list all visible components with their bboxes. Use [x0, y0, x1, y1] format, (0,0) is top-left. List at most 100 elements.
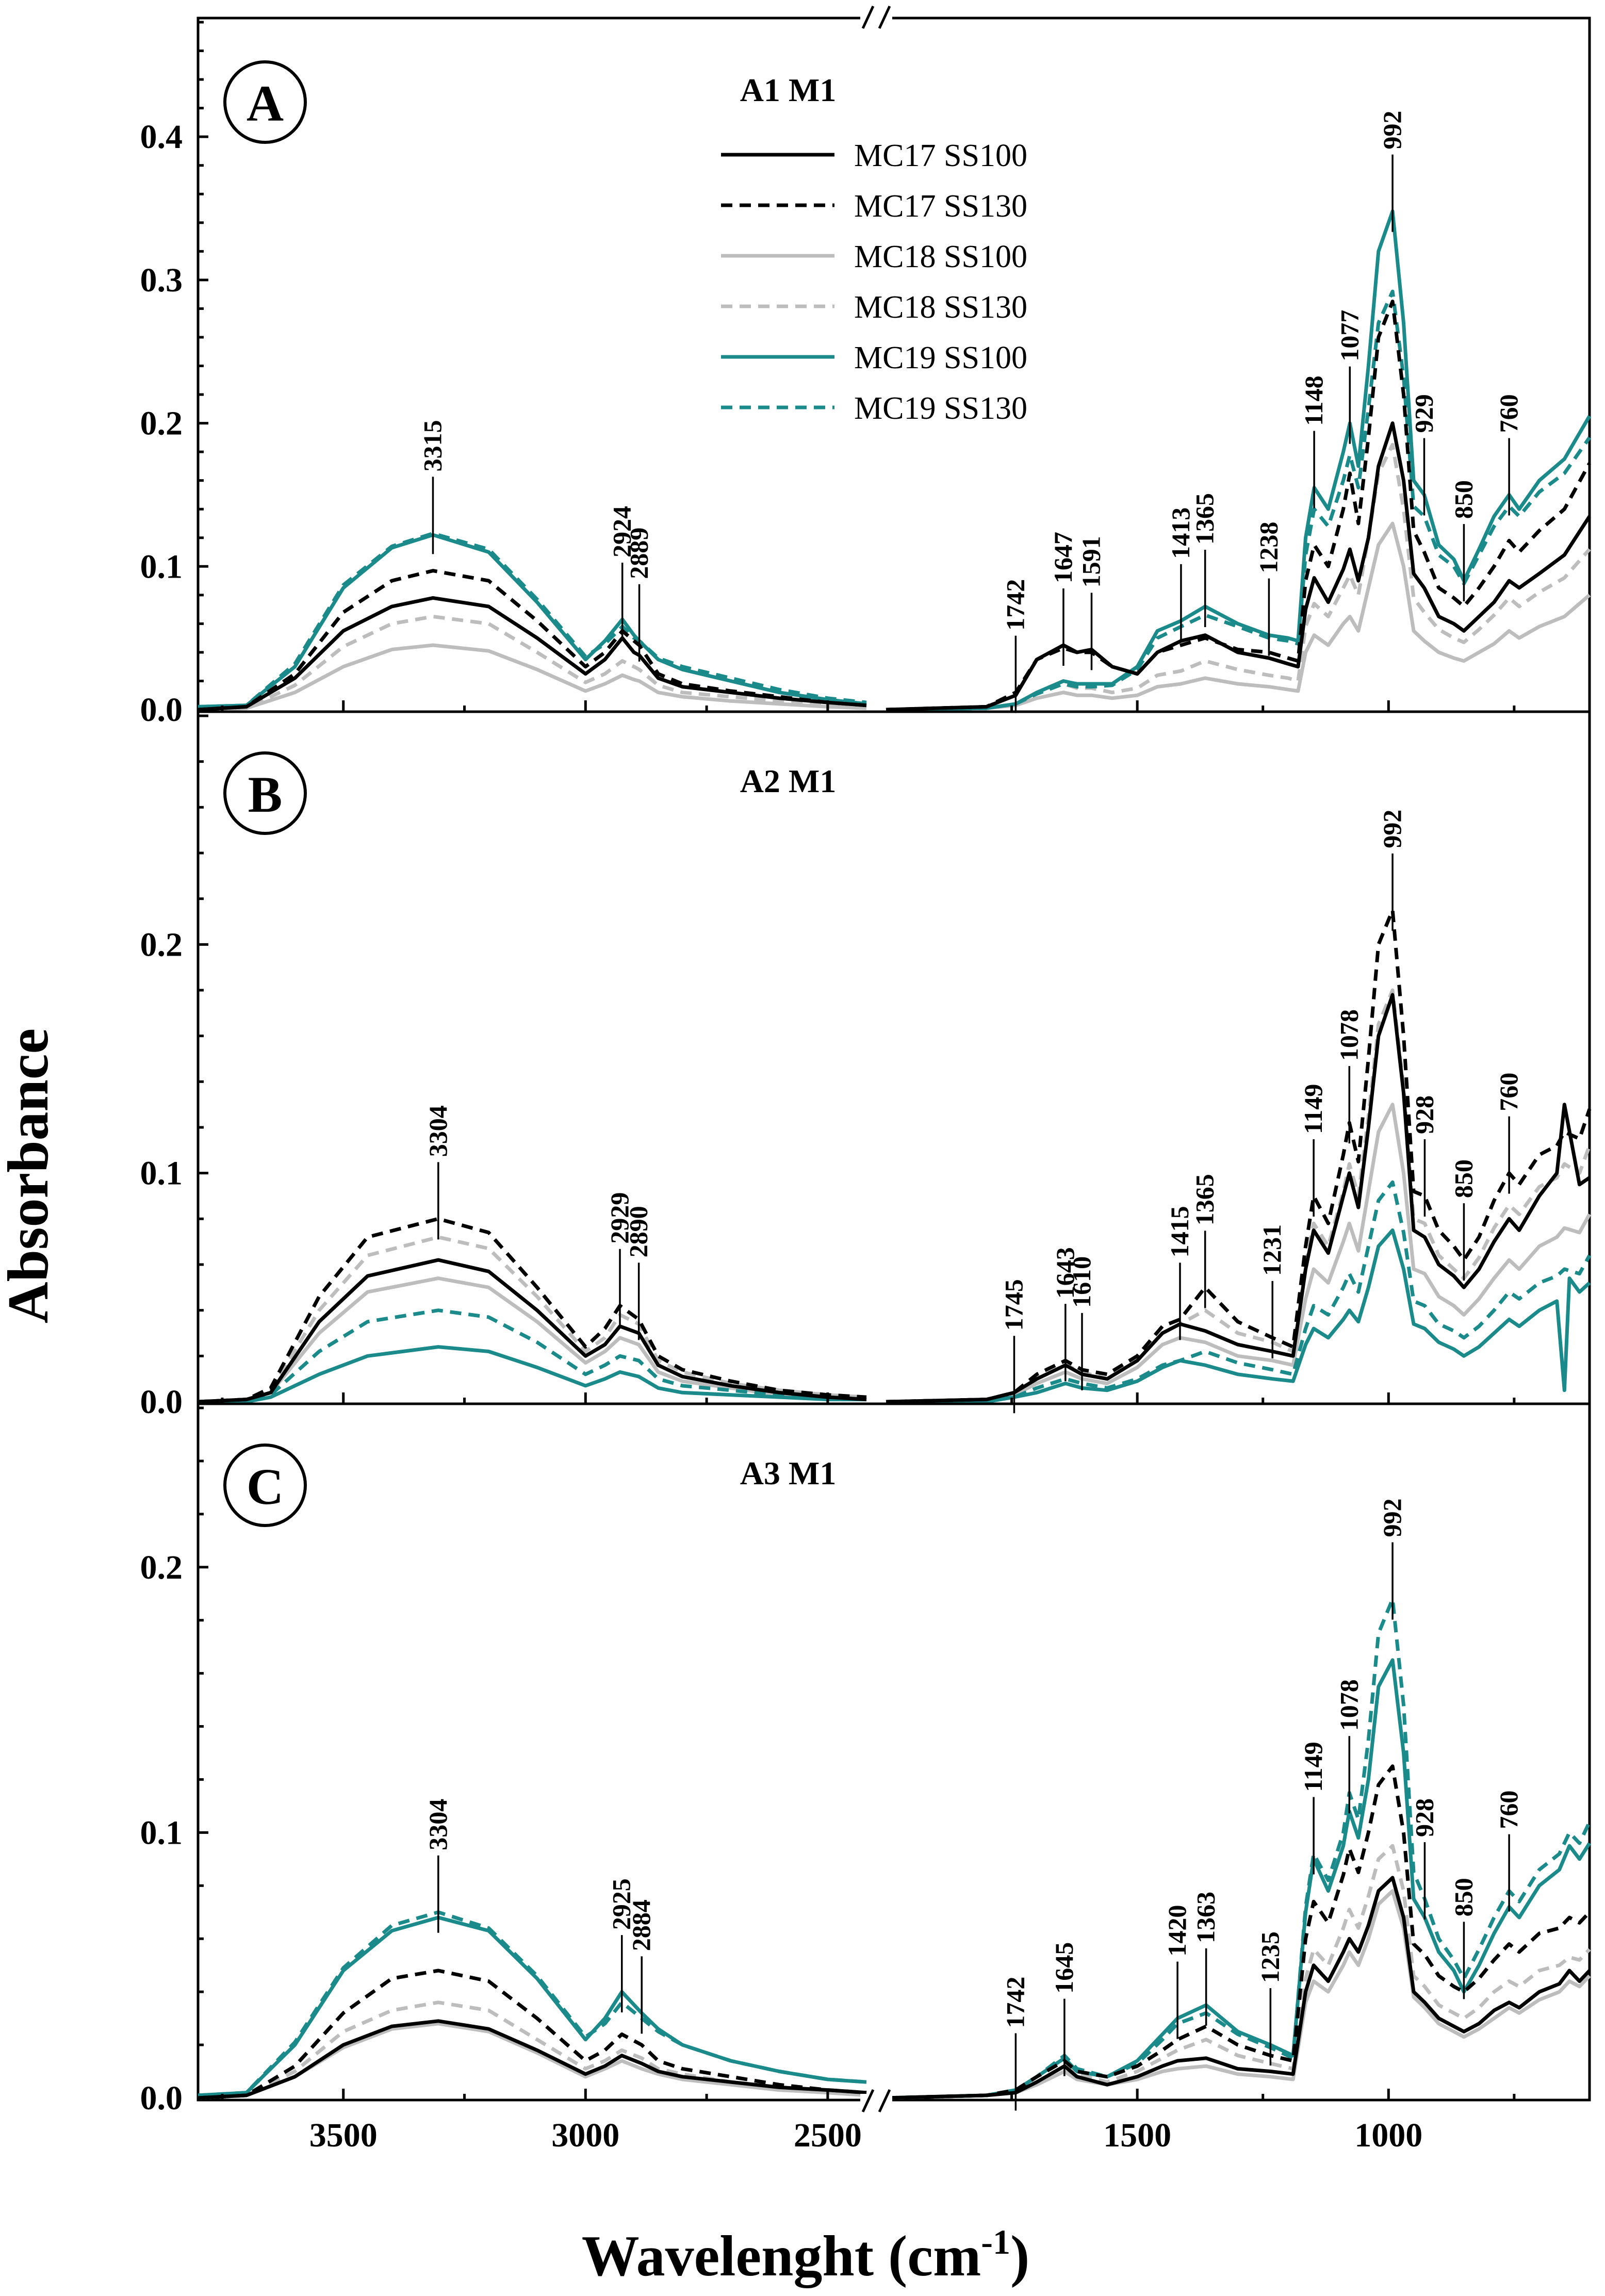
peak-label: 1148 [1299, 375, 1328, 425]
peak-label: 1610 [1067, 1256, 1096, 1308]
series-line [198, 2019, 867, 2100]
peak-label: 2889 [625, 528, 653, 579]
series-line [198, 1308, 867, 1404]
peak-label: 3304 [423, 1105, 452, 1157]
x-tick-label: 3500 [309, 2117, 378, 2154]
series-line [198, 533, 867, 709]
legend-label: MC19 SS100 [854, 340, 1027, 375]
series-line [886, 1764, 1591, 2100]
legend-label: MC17 SS100 [854, 138, 1027, 173]
series-line [886, 521, 1591, 712]
legend-label: MC18 SS100 [854, 239, 1027, 274]
peak-label: 992 [1378, 1499, 1406, 1537]
y-tick-label: 0.2 [140, 926, 183, 963]
series-line [198, 615, 867, 712]
peak-label: 1413 [1166, 507, 1195, 559]
peak-label: 1647 [1049, 532, 1077, 583]
series-line [198, 1345, 866, 1404]
y-tick-label: 0.2 [140, 405, 183, 442]
peak-label: 2929 [605, 1192, 634, 1244]
panel-letter-circle [223, 60, 307, 144]
panel-letter-circle [223, 751, 307, 835]
series-line [198, 1217, 867, 1404]
x-axis-title-suffix: ) [1010, 2224, 1029, 2288]
axis-break-top [860, 5, 892, 29]
peak-label: 992 [1378, 810, 1406, 848]
x-axis-title-sup: -1 [981, 2222, 1010, 2261]
panel-title: A1 M1 [740, 72, 837, 108]
axis-break-bottom [860, 2089, 892, 2113]
legend-label: MC17 SS130 [854, 189, 1027, 224]
series-line [198, 596, 867, 712]
peak-label: 1745 [999, 1279, 1028, 1331]
series-line [886, 1180, 1592, 1404]
peak-label: 928 [1410, 1798, 1438, 1837]
peak-label: 2925 [607, 1878, 636, 1930]
y-tick-label: 0.1 [140, 1155, 183, 1192]
panel-letter: A [247, 75, 284, 132]
series-line [198, 2000, 866, 2100]
peak-label: 850 [1449, 480, 1478, 519]
y-tick-label: 0.0 [140, 691, 183, 729]
peak-label: 1238 [1254, 522, 1283, 573]
y-tick-label: 0.2 [140, 1549, 183, 1586]
peak-label: 760 [1494, 1073, 1523, 1111]
peak-label: 1365 [1190, 1174, 1219, 1225]
panel-letter: C [247, 1458, 284, 1515]
series-line [886, 1228, 1591, 1404]
series-line [198, 1276, 867, 1404]
peak-label: 3315 [418, 420, 447, 471]
x-axis-title: Wavelenght (cm-1) [582, 2222, 1030, 2288]
peak-label: 1643 [1051, 1247, 1079, 1299]
peak-label: 760 [1494, 1791, 1523, 1829]
series-line [886, 908, 1592, 1404]
series-line [886, 1658, 1591, 2100]
series-line [886, 1103, 1592, 1404]
series-line [886, 993, 1591, 1404]
peak-label: 1078 [1334, 1009, 1363, 1061]
legend-label: MC19 SS130 [854, 391, 1027, 426]
series-line [886, 442, 1591, 712]
peak-label: 1742 [1001, 579, 1029, 631]
peak-label: 2884 [627, 1899, 656, 1951]
panel-letter-circle [223, 1444, 307, 1527]
y-tick-label: 0.0 [140, 2079, 183, 2117]
legend-label: MC18 SS130 [854, 290, 1027, 325]
peak-label: 850 [1449, 1159, 1478, 1198]
peak-label: 1149 [1299, 1742, 1328, 1792]
peak-label: 2890 [624, 1206, 653, 1257]
x-tick-label: 3000 [551, 2117, 619, 2154]
peak-label: 992 [1378, 111, 1406, 150]
peak-label: 1742 [1001, 1977, 1029, 2028]
series-line [886, 421, 1591, 712]
peak-label: 1415 [1165, 1206, 1194, 1257]
y-axis-title: Absorbance [0, 1028, 60, 1323]
series-line [198, 643, 867, 712]
peak-label: 1591 [1077, 536, 1106, 587]
peak-label: 1231 [1257, 1224, 1286, 1276]
panel-frame [196, 1402, 1591, 2102]
series-line [886, 209, 1592, 712]
legend: MC17 SS100 MC17 SS130 MC18 SS100 MC18 SS130… [721, 138, 1027, 426]
peak-label: 929 [1410, 394, 1438, 433]
peak-label: 1077 [1335, 310, 1364, 362]
series-line [198, 1258, 867, 1404]
series-line [198, 1969, 867, 2100]
peak-label: 2924 [608, 506, 636, 557]
peak-label: 1420 [1162, 1905, 1191, 1957]
peak-label: 3304 [423, 1799, 452, 1850]
series-line [886, 1876, 1591, 2100]
peak-label: 1149 [1299, 1084, 1328, 1134]
y-tick-label: 0.3 [140, 261, 183, 299]
x-tick-label: 2500 [794, 2117, 862, 2154]
series-line [198, 1915, 867, 2097]
panel-title: A3 M1 [740, 1455, 837, 1491]
series-line [886, 289, 1591, 712]
series-line [198, 531, 867, 709]
peak-label: 928 [1410, 1095, 1438, 1134]
y-tick-label: 0.4 [140, 118, 183, 156]
